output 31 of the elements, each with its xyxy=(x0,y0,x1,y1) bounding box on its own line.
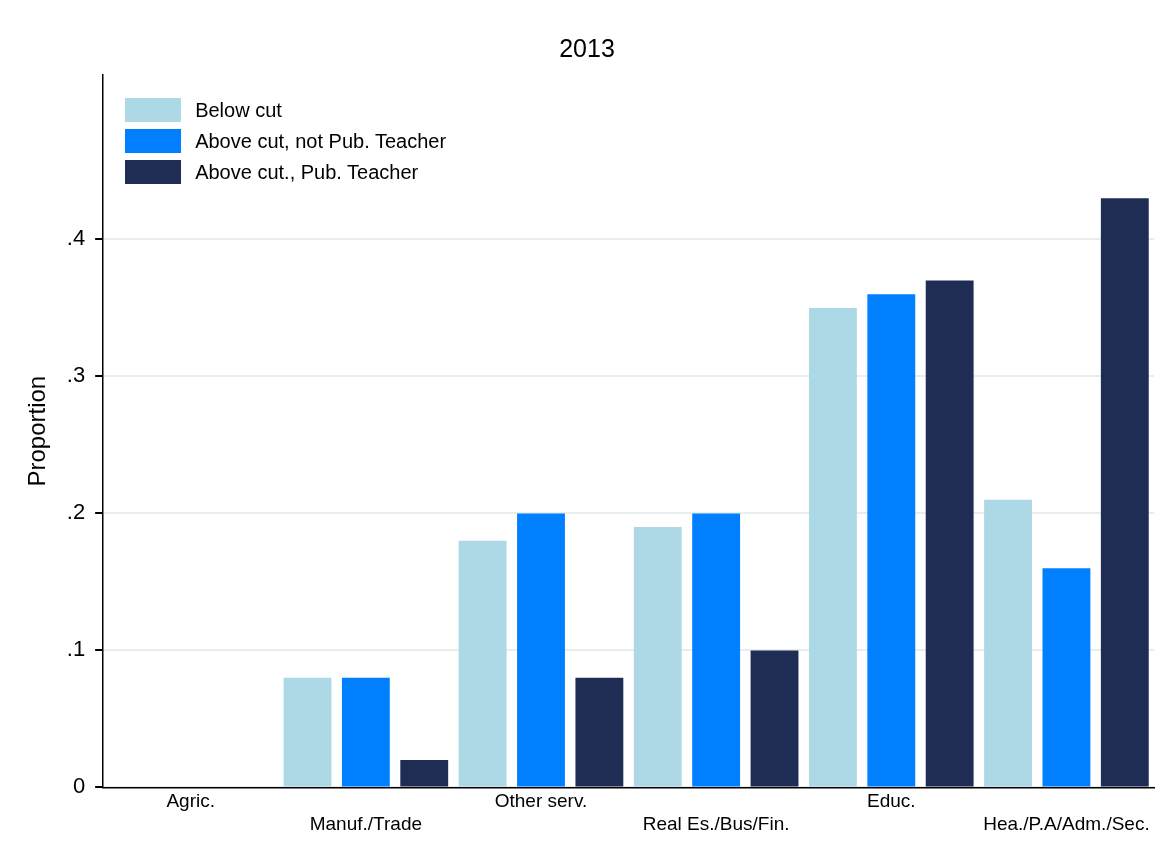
y-tick-label: .3 xyxy=(66,362,86,388)
bar xyxy=(341,677,390,787)
legend-label: Above cut., Pub. Teacher xyxy=(195,160,419,184)
bar xyxy=(283,677,332,787)
legend-label: Below cut xyxy=(195,98,282,122)
bar xyxy=(1100,198,1149,787)
x-tick-label: Manuf./Trade xyxy=(309,812,423,834)
y-axis-title: Proportion xyxy=(23,375,51,487)
bar xyxy=(867,294,916,787)
bar xyxy=(750,650,799,787)
y-tick-label: .1 xyxy=(66,636,86,662)
bar xyxy=(458,540,507,787)
x-tick-label: Hea./P.A/Adm./Sec. xyxy=(983,812,1150,834)
bar xyxy=(400,760,449,787)
legend-label: Above cut, not Pub. Teacher xyxy=(195,129,447,153)
bar xyxy=(925,280,974,787)
bar xyxy=(633,527,682,787)
bar xyxy=(517,513,565,787)
bar xyxy=(1042,568,1091,787)
bar xyxy=(575,677,624,787)
y-tick-label: 0 xyxy=(72,773,86,799)
x-tick-label: Other serv. xyxy=(494,790,588,812)
bar xyxy=(984,499,1032,787)
bar xyxy=(808,307,857,787)
chart-title: 2013 xyxy=(559,33,615,62)
y-tick-label: .4 xyxy=(66,225,86,251)
x-tick-label: Real Es./Bus/Fin. xyxy=(642,812,790,834)
x-tick-label: Agric. xyxy=(166,790,216,812)
x-tick-label: Educ. xyxy=(866,790,916,812)
bar xyxy=(692,513,741,787)
y-tick-label: .2 xyxy=(66,499,86,525)
